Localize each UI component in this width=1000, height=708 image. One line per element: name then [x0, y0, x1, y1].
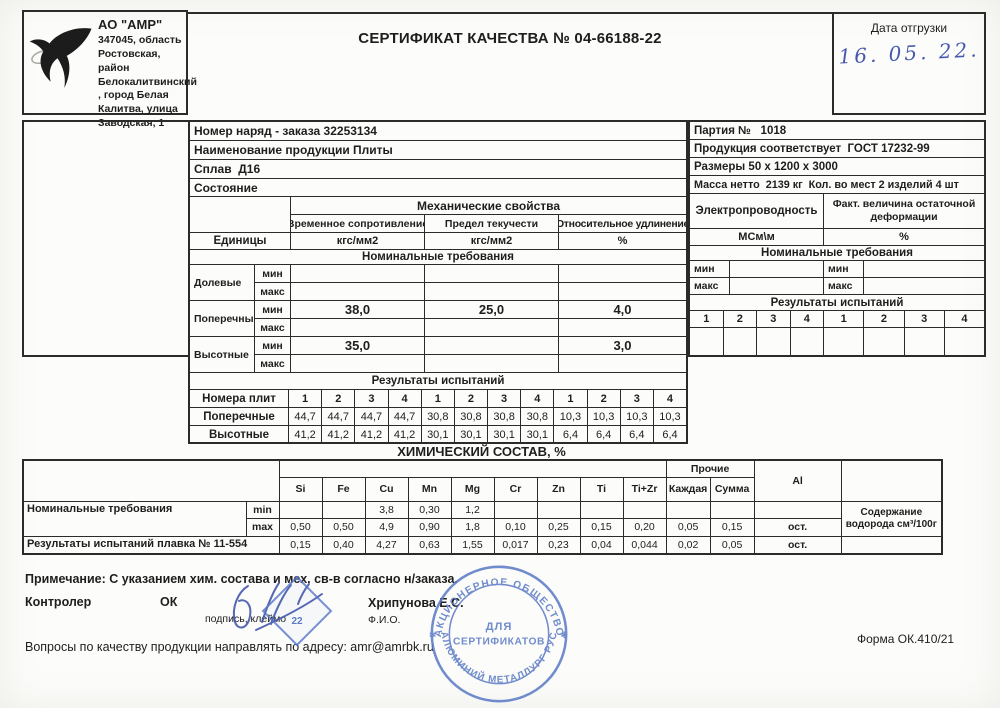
results-row-height: Высотные 41,2 41,2 41,2 41,2 30,1 30,1 3… [190, 426, 686, 442]
company-box: АО "АМР" 347045, область Ростовская, рай… [22, 10, 197, 129]
electro-min-row: мин мин [690, 261, 984, 278]
mech-spec-row-longitudinal: Долевые мин макс [190, 265, 686, 301]
order-number-row: Номер наряд - заказа 32253134 [194, 124, 377, 138]
chem-al-header: Al [753, 459, 842, 502]
plate-numbers-row: Номера плит 1 2 3 4 1 2 3 4 1 2 3 4 [190, 390, 686, 408]
mech-spec-row-height: Высотные мин 35,0 3,0 макс [190, 337, 686, 373]
batch-and-electro-table: Партия № 1018 Продукция соответствует ГО… [688, 120, 986, 357]
chem-max-row: max 0,50 0,50 4,9 0,90 1,8 0,10 0,25 0,1… [23, 517, 942, 537]
electro-max-row: макс макс [690, 278, 984, 295]
chem-hydrogen-header: Содержание водорода см³/100г [840, 500, 943, 537]
chem-results-row: Результаты испытаний плавка № 11-554 0,1… [22, 535, 943, 555]
mass-row: Масса нетто 2139 кг Кол. во мест 2 издел… [694, 178, 959, 191]
ship-date-handwritten: 16. 05. 22. [837, 37, 981, 69]
chem-min-row: Номинальные требования min 3,8 0,30 1,2 … [22, 500, 943, 537]
company-name: АО "АМР" [98, 17, 163, 32]
electro-results-title: Результаты испытаний [770, 296, 904, 309]
chemical-composition-table: Прочие Al Si Fe Cu Mn Mg Cr Zn Ti Ti+Zr … [22, 459, 944, 555]
electro-results-empty-row [690, 328, 984, 355]
mech-spec-row-transverse: Поперечные мин 38,0 25,0 4,0 макс [190, 301, 686, 337]
controller-name: Хрипунова Е.С. [368, 596, 464, 610]
certificate-title: СЕРТИФИКАТ КАЧЕСТВА № 04-66188-22 [358, 30, 662, 47]
controller-signature [232, 582, 323, 631]
stamp-center-line1: ДЛЯ [486, 621, 513, 633]
chem-other-header: Прочие [665, 459, 755, 478]
note-line: Примечание: С указанием хим. состава и м… [25, 572, 458, 586]
mech-title: Механические свойства [416, 198, 561, 213]
ship-date-box: Дата отгрузки 16. 05. 22. [832, 12, 986, 115]
mech-results-title: Результаты испытаний [371, 375, 505, 387]
chem-results-label: Результаты испытаний плавка № 11-554 [22, 535, 280, 555]
chem-nominal-label: Номинальные требования [22, 500, 247, 537]
electro-conductivity-header: Электропроводность [690, 194, 824, 228]
mech-col-tensile: Временное сопротивление [291, 215, 425, 232]
electro-unit: МСм\м [690, 229, 824, 245]
chem-title: ХИМИЧЕСКИЙ СОСТАВ, % [397, 444, 566, 459]
hallmark-number: 22 [291, 616, 303, 627]
stamp-separator-right: ✱ [560, 630, 567, 640]
consignee-empty-box [22, 120, 188, 357]
mech-nominal-title: Номинальные требования [362, 251, 514, 263]
controller-label: Контролер [25, 595, 92, 609]
swallow-logo-icon [29, 28, 92, 88]
results-row-transverse: Поперечные 44,7 44,7 44,7 44,7 30,8 30,8… [190, 408, 686, 426]
round-stamp: АКЦИОНЕРНОЕ ОБЩЕСТВО АЛЮМИНИЙ МЕТАЛЛУРГ … [429, 565, 568, 703]
mech-unit-3: % [617, 235, 628, 247]
mech-unit-1: кгс/мм2 [291, 233, 425, 249]
alloy-row: Сплав Д16 [194, 162, 261, 176]
stamp-separator-left: ✱ [429, 630, 436, 640]
header-top-rule [188, 12, 986, 14]
fio-caption: Ф.И.О. [368, 614, 401, 626]
quality-contact-line: Вопросы по качеству продукции направлять… [25, 640, 434, 654]
condition-row: Состояние [194, 180, 258, 195]
gost-row: Продукция соответствует ГОСТ 17232-99 [694, 142, 930, 155]
batch-number-row: Партия № 1018 [694, 124, 787, 137]
mech-corner-empty [190, 197, 291, 232]
order-and-mechanical-table: Номер наряд - заказа 32253134 Наименован… [188, 120, 688, 444]
sign-caption: подпись, клеймо [205, 613, 287, 625]
company-address: 347045, область Ростовская, район Белока… [98, 34, 197, 130]
stamp-center-line2: СЕРТИФИКАТОВ [453, 637, 545, 648]
form-code: Форма ОК.410/21 [857, 632, 955, 646]
electro-results-numbers: 1 2 3 4 1 2 3 4 [690, 311, 984, 328]
controller-dept: ОК [160, 595, 178, 609]
deformation-unit: % [899, 231, 909, 243]
residual-deformation-header: Факт. величина остаточной деформации [832, 197, 976, 223]
mech-col-elongation: Относительное удлинение [559, 217, 686, 230]
mech-col-yield: Предел текучести [425, 215, 559, 232]
mech-units-label: Единицы [190, 233, 291, 249]
mech-unit-2: кгс/мм2 [425, 233, 559, 249]
product-name-row: Наименование продукции Плиты [194, 143, 393, 157]
ship-date-label: Дата отгрузки [870, 21, 948, 35]
dimensions-row: Размеры 50 х 1200 х 3000 [694, 160, 838, 173]
electro-nominal-title: Номинальные требования [761, 247, 913, 259]
